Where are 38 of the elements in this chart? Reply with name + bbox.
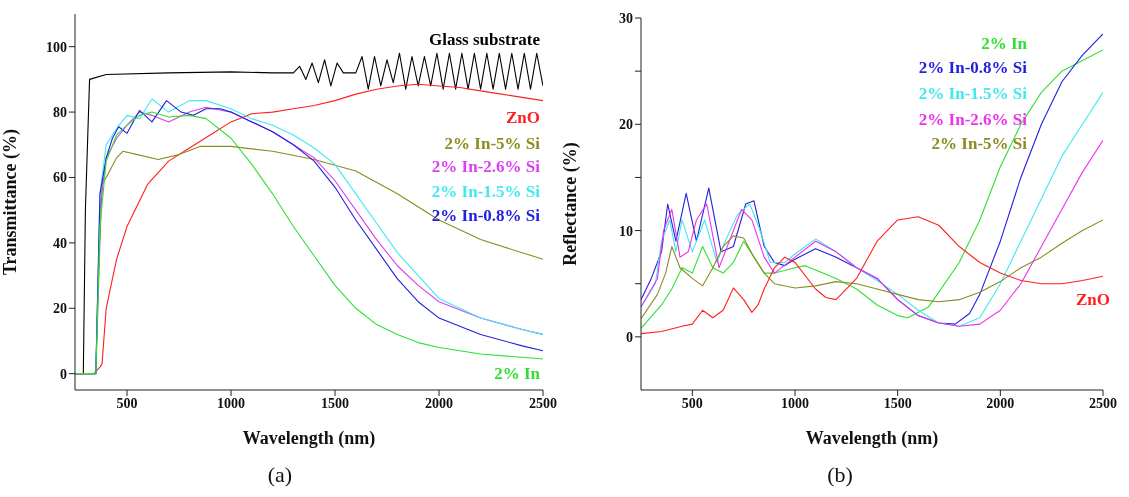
x-tick-label: 2500 [1089, 395, 1117, 411]
series-label: ZnO [505, 108, 540, 128]
y-tick-label: 100 [46, 39, 67, 55]
text: 2% In [981, 34, 1027, 54]
y-tick-label: 20 [619, 117, 633, 133]
x-tick-label: 1000 [217, 395, 245, 411]
x-tick-label: 1500 [883, 395, 912, 411]
x-tick-label: 2500 [529, 395, 557, 411]
y-tick-label: 10 [619, 223, 633, 239]
series-label: 2% In [494, 364, 540, 384]
x-tick-label: 2000 [986, 395, 1015, 411]
text: 2% In-1.5% Si [431, 182, 540, 202]
text: 2% In-5% Si [444, 134, 540, 154]
text: 2% In-2.6% Si [431, 157, 540, 177]
series-label: Glass substrate [429, 30, 540, 50]
y-tick-label: 20 [53, 301, 67, 317]
y-tick-label: 0 [626, 329, 633, 345]
x-axis-title: Wavelength (nm) [805, 428, 939, 449]
y-axis-title: Transmittance (%) [0, 128, 22, 276]
text: 2% In-0.8% Si [431, 206, 540, 226]
text: (b) [826, 462, 854, 488]
text: (a) [266, 462, 294, 488]
x-axis-title: Wavelength (nm) [242, 428, 376, 449]
x-tick-label: 1500 [321, 395, 349, 411]
y-tick-label: 40 [53, 235, 67, 251]
y-tick-label: 0 [60, 366, 67, 382]
y-tick-label: 30 [619, 10, 633, 26]
text: 2% In-5% Si [931, 134, 1027, 154]
x-tick-label: 500 [116, 395, 138, 411]
series-label: ZnO [1075, 290, 1110, 310]
series-label: 2% In-0.8% Si [918, 58, 1027, 78]
x-tick-label: 1000 [781, 395, 809, 411]
text: 2% In-1.5% Si [918, 84, 1027, 104]
y-tick-label: 60 [53, 170, 67, 186]
x-tick-label: 500 [681, 395, 703, 411]
x-tick-label: 2000 [425, 395, 453, 411]
y-tick-label: 80 [53, 105, 67, 121]
y-axis-title: Reflectance (%) [560, 142, 582, 266]
